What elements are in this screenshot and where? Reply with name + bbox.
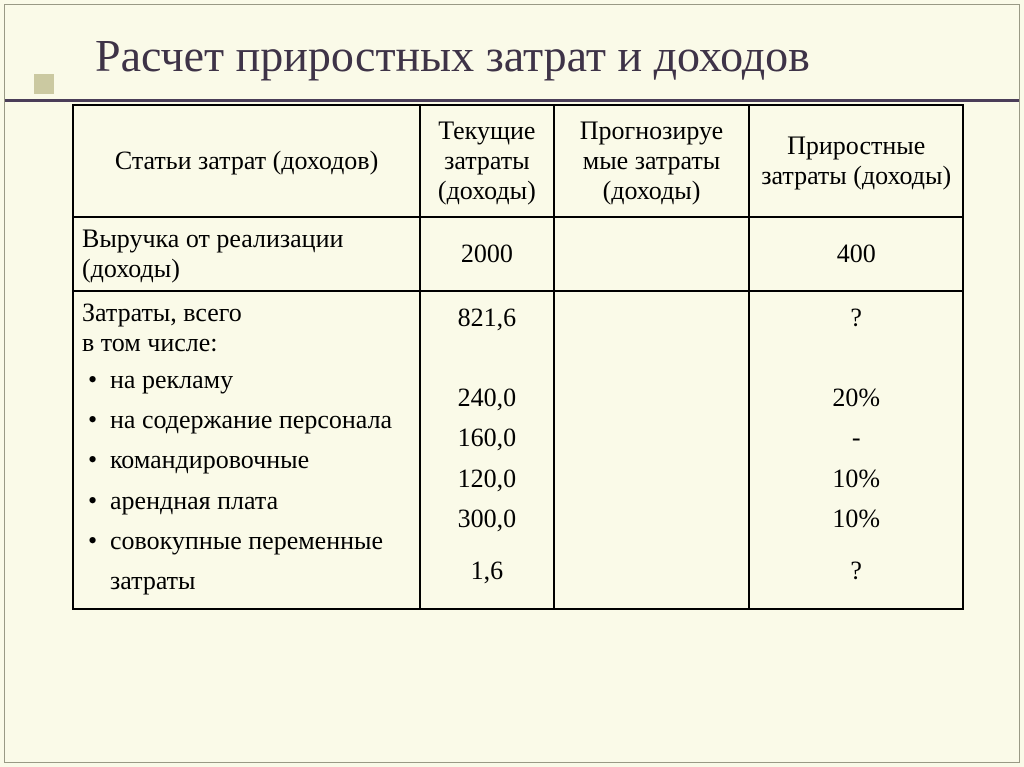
- bullet-item: совокупные переменные затраты: [82, 521, 409, 602]
- bullet-item: командировочные: [82, 440, 409, 480]
- bullet-item: арендная плата: [82, 481, 409, 521]
- bullet-item: на рекламу: [82, 360, 409, 400]
- bullet-item: на содержание персонала: [82, 400, 409, 440]
- bullet-list: на рекламу на содержание персонала коман…: [82, 360, 409, 602]
- slide-title: Расчет приростных затрат и доходов: [0, 0, 1024, 93]
